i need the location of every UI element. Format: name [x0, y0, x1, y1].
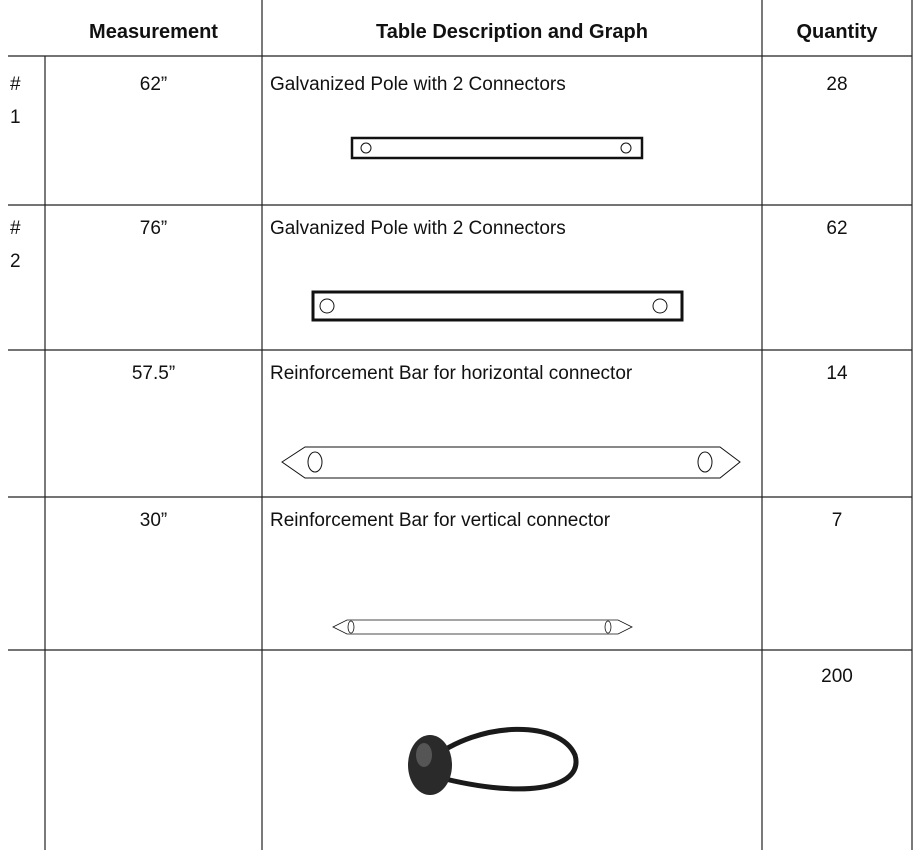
description: Galvanized Pole with 2 Connectors	[270, 218, 566, 239]
quantity: 62	[826, 218, 848, 239]
row-number: # 2	[10, 218, 21, 272]
description: Reinforcement Bar for vertical connector	[270, 510, 611, 531]
quantity: 28	[826, 74, 848, 95]
quantity: 14	[826, 363, 848, 384]
quantity: 7	[831, 510, 843, 531]
measurement: 62”	[139, 74, 168, 95]
row-number: # 1	[10, 74, 21, 128]
quantity: 200	[821, 666, 853, 687]
description: Galvanized Pole with 2 Connectors	[270, 74, 566, 95]
measurement: 30”	[139, 510, 168, 531]
header-description: Table Description and Graph	[376, 21, 648, 43]
measurement: 57.5”	[131, 363, 176, 384]
header-quantity: Quantity	[796, 21, 878, 43]
description: Reinforcement Bar for horizontal connect…	[270, 363, 633, 384]
header-measurement: Measurement	[89, 21, 218, 43]
measurement: 76”	[139, 218, 168, 239]
